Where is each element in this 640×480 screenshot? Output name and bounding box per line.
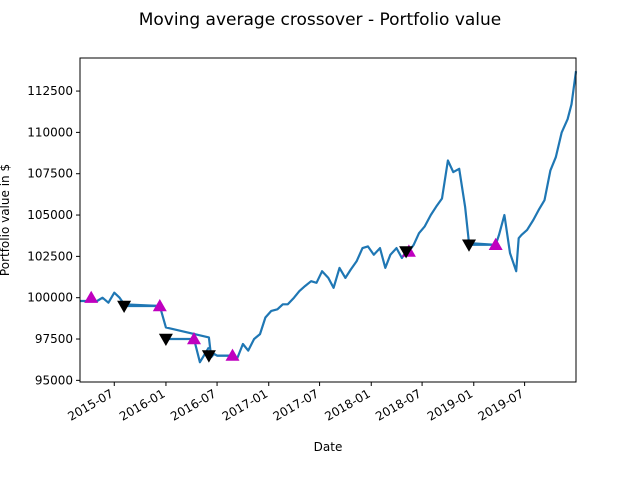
y-tick-label-2: 100000: [27, 291, 73, 305]
y-tick-label-3: 102500: [27, 249, 73, 263]
buy-signal-marker-1: [152, 299, 167, 312]
y-tick-label-7: 112500: [27, 84, 73, 98]
y-tick-label-5: 107500: [27, 167, 73, 181]
buy-signal-marker-3: [225, 348, 240, 361]
plot-area: [79, 57, 578, 383]
portfolio-line-segment-0: [80, 71, 578, 360]
axes-frame: [79, 57, 577, 383]
marker-layer: [84, 237, 503, 363]
buy-signal-marker-0: [84, 290, 99, 303]
sell-signal-marker-2: [201, 350, 216, 363]
y-axis: 95000 97500 100000 102500 105000 107500 110000…: [27, 84, 80, 387]
sell-signal-marker-4: [462, 239, 476, 252]
y-tick-label-6: 110000: [27, 125, 73, 139]
y-axis-label: Portfolio value in $: [0, 164, 12, 276]
series-layer: [80, 71, 578, 364]
y-tick-label-4: 105000: [27, 208, 73, 222]
chart-title: Moving average crossover - Portfolio val…: [139, 10, 502, 30]
y-tick-label-1: 97500: [35, 332, 73, 346]
x-axis-label: Date: [314, 440, 343, 454]
buy-signal-marker-2: [187, 332, 201, 345]
y-tick-label-0: 95000: [35, 373, 73, 387]
sell-signal-marker-0: [117, 300, 132, 313]
sell-signal-marker-1: [158, 333, 173, 346]
buy-signal-marker-5: [488, 237, 503, 250]
sell-signal-marker-3: [399, 246, 414, 259]
